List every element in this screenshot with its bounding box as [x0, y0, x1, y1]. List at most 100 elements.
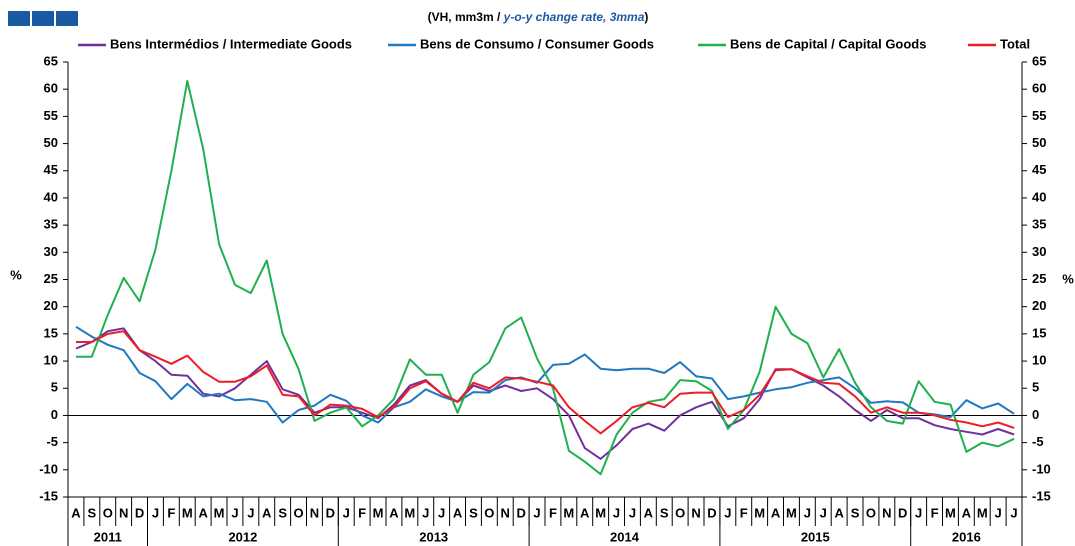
year-label: 2015 — [801, 529, 830, 544]
year-label: 2012 — [228, 529, 257, 544]
x-tick-label: M — [786, 505, 797, 520]
x-tick-label: S — [469, 505, 478, 520]
y2-tick-label: 5 — [1032, 380, 1039, 395]
y-tick-label: 0 — [51, 407, 58, 422]
x-tick-label: J — [1010, 505, 1017, 520]
y2-tick-label: 65 — [1032, 53, 1046, 68]
subtitle-part: ) — [644, 10, 648, 24]
x-tick-label: J — [422, 505, 429, 520]
y-tick-label: 10 — [44, 353, 58, 368]
x-tick-label: J — [995, 505, 1002, 520]
legend-label: Bens de Capital / Capital Goods — [730, 36, 926, 51]
x-tick-label: J — [724, 505, 731, 520]
y2-tick-label: 10 — [1032, 353, 1046, 368]
logo-square — [56, 11, 78, 26]
x-tick-label: O — [484, 505, 494, 520]
subtitle-part: y-o-y change rate, 3mma — [503, 10, 645, 24]
y-tick-label: 55 — [44, 108, 58, 123]
y-tick-label: -10 — [39, 461, 58, 476]
year-label: 2011 — [94, 529, 122, 544]
legend-label: Bens Intermédios / Intermediate Goods — [110, 36, 352, 51]
x-tick-label: A — [962, 505, 972, 520]
year-label: 2013 — [419, 529, 448, 544]
y-tick-label: 25 — [44, 271, 58, 286]
legend-label: Total — [1000, 36, 1030, 51]
subtitle-part: (VH, mm3m / — [428, 10, 504, 24]
x-tick-label: N — [882, 505, 891, 520]
x-tick-label: F — [931, 505, 939, 520]
x-tick-label: N — [119, 505, 128, 520]
x-tick-label: S — [851, 505, 860, 520]
y2-tick-label: 15 — [1032, 325, 1046, 340]
year-label: 2016 — [952, 529, 981, 544]
y2-tick-label: 25 — [1032, 271, 1046, 286]
x-tick-label: A — [771, 505, 781, 520]
y-tick-label: 30 — [44, 244, 58, 259]
y-tick-label: 65 — [44, 53, 58, 68]
x-tick-label: M — [754, 505, 765, 520]
x-tick-label: N — [501, 505, 510, 520]
x-tick-label: O — [866, 505, 876, 520]
x-tick-label: M — [182, 505, 193, 520]
y2-tick-label: 60 — [1032, 81, 1046, 96]
x-tick-label: J — [804, 505, 811, 520]
x-tick-label: F — [740, 505, 748, 520]
x-tick-label: F — [358, 505, 366, 520]
x-tick-label: D — [516, 505, 525, 520]
x-tick-label: A — [262, 505, 272, 520]
x-tick-label: O — [103, 505, 113, 520]
y2-tick-label: -15 — [1032, 488, 1051, 503]
y-tick-label: 50 — [44, 135, 58, 150]
y-tick-label: 60 — [44, 81, 58, 96]
x-tick-label: J — [629, 505, 636, 520]
series-line — [76, 80, 1015, 476]
x-tick-label: A — [389, 505, 399, 520]
y-tick-label: 5 — [51, 380, 58, 395]
x-tick-label: N — [691, 505, 700, 520]
x-tick-label: A — [834, 505, 844, 520]
x-tick-label: D — [135, 505, 144, 520]
x-tick-label: N — [310, 505, 319, 520]
y2-tick-label: -5 — [1032, 434, 1044, 449]
y2-tick-label: 0 — [1032, 407, 1039, 422]
legend-label: Bens de Consumo / Consumer Goods — [420, 36, 654, 51]
y2-tick-label: 30 — [1032, 244, 1046, 259]
year-label: 2014 — [610, 529, 640, 544]
x-tick-label: J — [613, 505, 620, 520]
x-tick-label: M — [945, 505, 956, 520]
logo-square — [8, 11, 30, 26]
y2-axis-label: % — [1062, 271, 1074, 286]
x-tick-label: M — [595, 505, 606, 520]
x-tick-label: M — [563, 505, 574, 520]
x-tick-label: J — [533, 505, 540, 520]
subtitle: (VH, mm3m / y-o-y change rate, 3mma) — [428, 10, 649, 24]
x-tick-label: A — [71, 505, 81, 520]
x-tick-label: A — [644, 505, 654, 520]
x-tick-label: J — [438, 505, 445, 520]
y-tick-label: 20 — [44, 298, 58, 313]
x-tick-label: D — [326, 505, 335, 520]
x-tick-label: M — [373, 505, 384, 520]
x-tick-label: J — [820, 505, 827, 520]
series-line — [76, 330, 1015, 435]
x-tick-label: A — [198, 505, 208, 520]
logo-square — [32, 11, 54, 26]
x-tick-label: J — [915, 505, 922, 520]
y2-tick-label: 55 — [1032, 108, 1046, 123]
x-tick-label: S — [88, 505, 97, 520]
x-tick-label: A — [580, 505, 590, 520]
x-tick-label: D — [898, 505, 907, 520]
x-tick-label: O — [293, 505, 303, 520]
x-tick-label: J — [343, 505, 350, 520]
y2-tick-label: 45 — [1032, 162, 1046, 177]
y2-tick-label: 50 — [1032, 135, 1046, 150]
y-tick-label: 40 — [44, 189, 58, 204]
y-tick-label: 35 — [44, 217, 58, 232]
y-tick-label: 45 — [44, 162, 58, 177]
x-tick-label: S — [660, 505, 669, 520]
x-tick-label: F — [549, 505, 557, 520]
y2-tick-label: -10 — [1032, 461, 1051, 476]
x-tick-label: J — [152, 505, 159, 520]
y2-tick-label: 40 — [1032, 189, 1046, 204]
